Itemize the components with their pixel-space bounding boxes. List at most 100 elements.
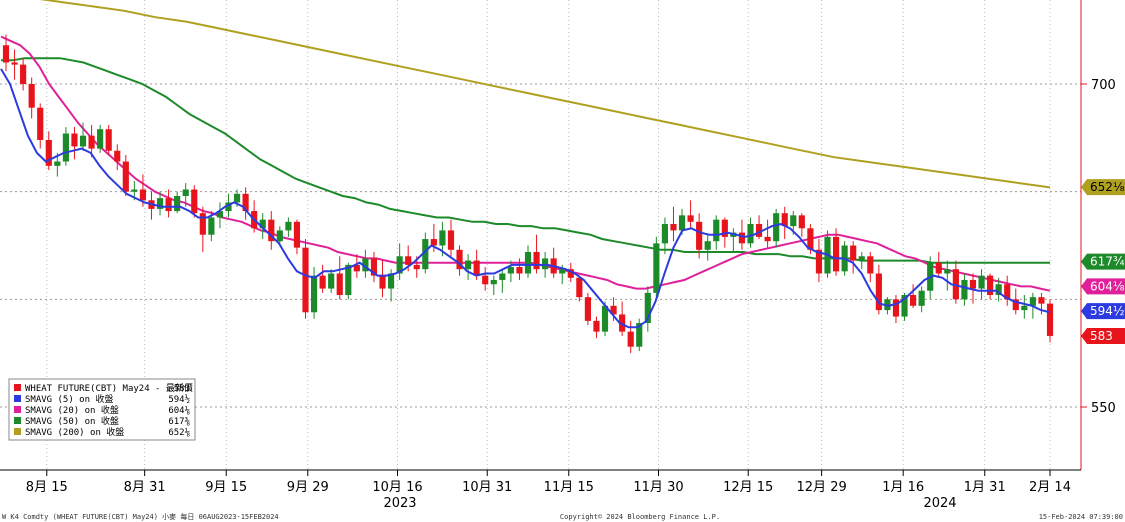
candle-body-63	[542, 258, 549, 270]
candle-body-27	[233, 193, 241, 203]
legend-label-sma50: SMAVG (50) on 收盤	[25, 415, 119, 427]
legend-label-sma5: SMAVG (5) on 收盤	[25, 393, 113, 405]
x-tick-label-1: 8月 31	[124, 480, 166, 495]
candle-body-112	[961, 279, 968, 300]
footer-copyright: Copyright© 2024 Bloomberg Finance L.P.	[560, 513, 720, 521]
candle-body-33	[285, 221, 292, 231]
x-tick-label-0: 8月 15	[26, 480, 68, 495]
price-tag-box-2	[1081, 278, 1125, 295]
x-tick-label-2: 9月 15	[205, 480, 247, 495]
legend-value-sma200: 652⅛	[168, 428, 190, 438]
candle-body-99	[850, 245, 857, 261]
candle-body-2	[20, 64, 27, 84]
candle-body-80	[687, 215, 694, 222]
price-tag-label-0: 652¹⁄₈	[1090, 180, 1125, 194]
candle-body-49	[422, 239, 429, 270]
candle-body-7	[62, 133, 69, 162]
candle-body-36	[310, 275, 318, 313]
candle-body-18	[156, 198, 164, 209]
candle-body-42	[362, 258, 369, 272]
legend-label-sma20: SMAVG (20) on 收盤	[25, 404, 119, 416]
candle-body-41	[353, 264, 360, 272]
price-tag-label-3: 594½	[1090, 304, 1125, 318]
candle-body-81	[696, 221, 703, 250]
candle-body-59	[507, 267, 514, 274]
candle-body-31	[268, 219, 275, 242]
candle-body-115	[987, 275, 994, 296]
candle-body-87	[747, 223, 754, 244]
candle-body-89	[764, 236, 771, 242]
price-tag-label-4: 583	[1090, 329, 1113, 343]
candle-body-118	[1012, 299, 1019, 311]
sma5-line	[0, 68, 1051, 329]
year-label-2024: 2024	[923, 496, 956, 511]
grid-lines	[0, 0, 1081, 470]
candle-body-47	[405, 256, 412, 265]
candle-body-6	[54, 161, 61, 166]
candle-body-40	[345, 264, 352, 296]
x-axis-ticks: 8月 15 8月 31 9月 15 9月 29 10月 16 10月 31 11月 15 11…	[0, 469, 1081, 495]
candle-body-76	[653, 243, 660, 293]
candle-body-58	[499, 273, 506, 280]
candle-body-14	[122, 161, 129, 192]
candle-body-57	[490, 279, 497, 285]
candle-body-48	[413, 264, 420, 270]
candle-body-120	[1029, 297, 1036, 306]
x-tick-label-10: 1月 16	[882, 480, 924, 495]
candle-body-111	[952, 269, 959, 300]
legend-value-sma5: 594½	[168, 394, 190, 405]
sma200-series	[39, 0, 1051, 189]
candle-body-21	[182, 189, 189, 196]
candle-body-4	[37, 107, 44, 140]
candle-body-113	[969, 279, 977, 289]
candle-body-23	[199, 213, 206, 235]
price-tag-1: 617¾	[1081, 253, 1125, 270]
legend-value-price: 583	[174, 384, 190, 394]
price-tag-label-1: 617¾	[1090, 255, 1125, 269]
year-label-2023: 2023	[383, 496, 416, 511]
candle-body-61	[524, 251, 532, 274]
price-tag-box-4	[1081, 327, 1125, 344]
candle-body-3	[28, 84, 35, 108]
price-tag-box-1	[1081, 253, 1125, 270]
candle-body-67	[576, 277, 583, 298]
candle-body-66	[567, 269, 574, 278]
candle-body-72	[619, 314, 626, 332]
legend-swatch-sma5	[14, 395, 21, 402]
candle-body-51	[439, 230, 446, 246]
candle-body-26	[225, 202, 232, 212]
x-tick-label-12: 2月 14	[1029, 480, 1071, 495]
candle-body-15	[131, 189, 138, 192]
candle-body-110	[944, 269, 951, 274]
candle-body-86	[738, 232, 746, 244]
candle-body-32	[276, 230, 283, 242]
candle-body-90	[773, 213, 780, 242]
candle-body-73	[627, 331, 634, 347]
candle-body-60	[516, 267, 523, 274]
y-tick-label-550: 550	[1091, 401, 1116, 416]
candle-body-102	[875, 273, 882, 311]
x-tick-label-6: 11月 15	[544, 480, 594, 495]
candle-body-104	[892, 299, 900, 317]
candle-body-13	[114, 150, 121, 162]
sma200-line	[39, 0, 1051, 189]
price-tag-box-3	[1081, 303, 1125, 320]
candlestick-series	[2, 34, 1054, 354]
legend-swatch-sma50	[14, 417, 21, 424]
legend-label-sma200: SMAVG (200) on 收盤	[25, 426, 124, 438]
x-tick-label-4: 10月 16	[372, 480, 422, 495]
price-tag-label-2: 604⅛	[1090, 279, 1125, 293]
candle-body-43	[370, 258, 378, 276]
candle-body-10	[88, 135, 95, 149]
candle-body-74	[636, 323, 643, 347]
candle-body-52	[447, 230, 455, 250]
x-tick-label-5: 10月 31	[462, 480, 512, 495]
x-tick-label-3: 9月 29	[287, 480, 329, 495]
candle-body-122	[1046, 303, 1054, 336]
candle-body-94	[807, 228, 814, 250]
candle-body-117	[1004, 284, 1011, 300]
candle-body-1	[11, 62, 18, 65]
candle-body-69	[593, 320, 600, 332]
candle-body-39	[336, 273, 343, 296]
